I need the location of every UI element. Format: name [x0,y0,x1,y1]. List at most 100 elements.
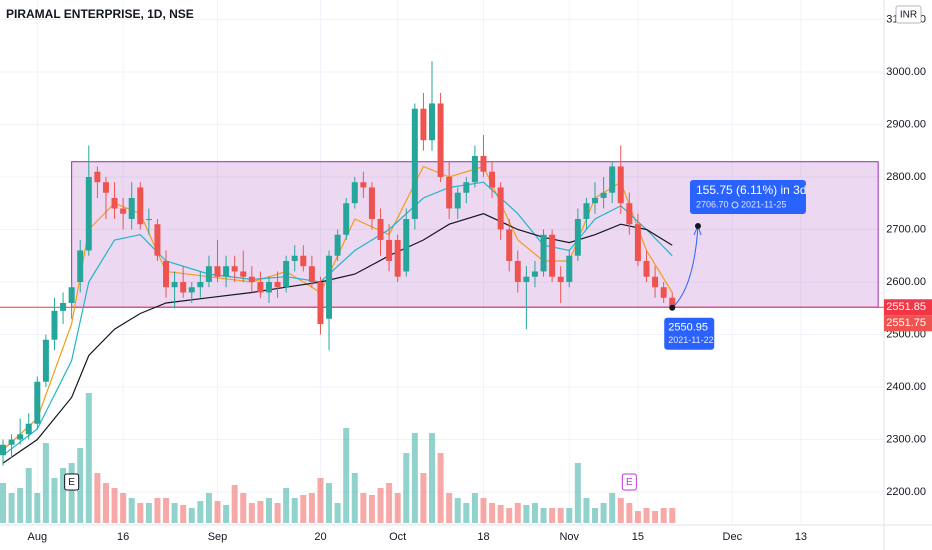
x-tick-label: 16 [117,531,129,543]
volume-bar [660,508,667,523]
volume-bar [497,505,504,523]
candle-body [523,276,530,282]
chart-title: PIRAMAL ENTERPRISE, 1D, NSE [6,7,194,21]
x-tick-label: Nov [559,531,579,543]
candle-body [471,155,478,183]
candle-body [283,260,290,288]
candle-body [137,187,144,225]
candle-body [652,276,659,288]
candle-body [454,192,461,209]
candle-body [403,218,410,272]
candle-body [437,103,444,177]
candle-body [506,229,513,261]
x-tick-label: 15 [632,531,644,543]
candle-body [326,255,333,319]
measure-box [689,179,806,214]
candle-body [429,103,435,141]
volume-bar [180,505,187,523]
volume-bar [300,495,307,523]
volume-bar [446,493,453,523]
measure-end-date: 2021-11-25 [741,199,786,209]
volume-bar [429,433,435,523]
candle-body [660,287,667,298]
x-tick-label: Dec [723,531,743,543]
volume-bar [51,478,58,523]
volume-bar [214,501,221,523]
candle-body [25,423,32,435]
candle-body [583,203,590,219]
candle-body [188,287,195,293]
measure-start-price: 2550.95 [668,322,708,334]
x-tick-label: 20 [314,531,326,543]
candle-body [377,218,384,240]
volume-bar [566,508,573,523]
candle-body [111,197,118,209]
candle-body [489,171,496,188]
volume-bar [17,488,24,523]
clock-icon [731,201,739,209]
volume-bar [454,498,461,523]
volume-bar [420,473,427,523]
volume-bar [326,483,333,523]
candle-body [197,281,204,288]
event-label: E [626,477,633,488]
x-tick-label: 18 [477,531,489,543]
candle-body [514,260,521,282]
candle-body [68,287,75,303]
candle-body [446,176,453,209]
volume-bar [205,493,212,523]
candle-body [557,276,564,282]
volume-bar [8,493,15,523]
volume-bar [137,503,144,523]
candle-body [180,281,187,293]
volume-bar [549,508,556,523]
x-tick-label: Sep [208,531,228,543]
y-tick-label: 2300.00 [886,433,926,445]
currency-label: INR [900,10,917,21]
candle-body [300,255,307,267]
candle-body [248,276,255,282]
candle-body [463,182,470,193]
candle-body [334,234,341,256]
volume-bar [557,508,564,523]
event-marker [621,473,637,491]
x-tick-label: Oct [389,531,406,543]
candle-body [540,234,547,272]
volume-bar [540,508,547,523]
volume-bar [574,463,581,523]
volume-bar [471,493,478,523]
volume-bar [240,493,247,523]
candle-body [617,166,624,204]
volume-bar [463,503,470,523]
volume-bar [592,508,599,523]
volume-bar [291,498,298,523]
volume-bar [480,498,487,523]
candle-body [394,239,401,277]
candle-body [77,250,84,282]
volume-bar [506,508,513,523]
volume-bar [42,443,49,523]
measure-line [671,225,699,309]
candle-body [171,281,178,288]
candle-body [94,171,101,183]
volume-bar [274,503,281,523]
x-tick-label: Aug [28,531,48,543]
volume-bar [669,508,676,523]
volume-bar [231,485,238,523]
volume-bar [652,511,659,523]
measure-point [669,304,676,311]
volume-bar [265,498,272,523]
candle-body [265,281,272,293]
candle-body [368,187,375,219]
candle-body [231,266,238,272]
event-label: E [68,477,75,488]
candle-body [317,281,324,324]
candle-body [205,266,212,282]
volume-bar [583,498,590,523]
volume-bar [25,468,32,523]
candle-body [42,339,49,382]
y-tick-label: 2500.00 [886,328,926,340]
volume-bar [334,503,341,523]
